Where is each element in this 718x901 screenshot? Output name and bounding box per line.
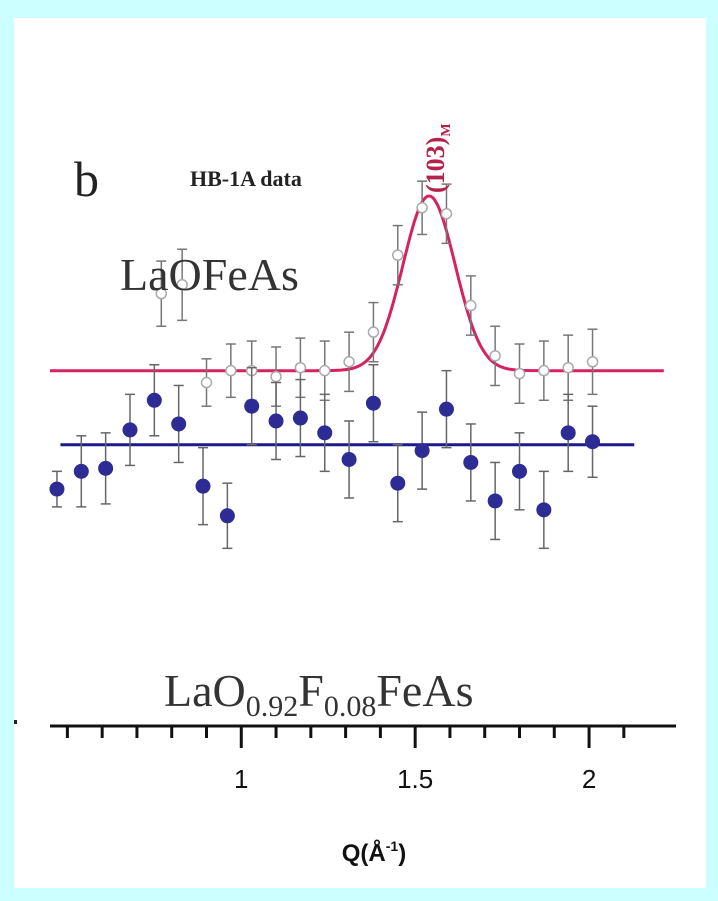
data-point-doped	[98, 432, 114, 505]
data-point-doped	[146, 363, 162, 437]
data-point-doped	[317, 393, 333, 473]
data-point-laofeas	[200, 358, 213, 407]
x-axis: 1 1.5 2	[14, 720, 676, 794]
data-point-laofeas	[440, 183, 453, 245]
x-tick-label: 1.5	[397, 764, 433, 794]
x-axis-label-close: )	[398, 840, 406, 867]
x-tick-label: 2	[582, 764, 596, 794]
data-point-laofeas	[416, 180, 428, 236]
data-point-laofeas	[513, 343, 526, 404]
figure-frame: 1 1.5 2 b HB-1A data (103)M LaOFeAs LaO0.9…	[14, 18, 706, 888]
doped-label-sub1: 0.92	[246, 690, 299, 723]
fit-lines	[50, 194, 664, 447]
data-point-laofeas	[465, 275, 477, 336]
data-point-laofeas	[343, 331, 355, 393]
data-point-doped	[414, 411, 430, 490]
peak-label: (103)M	[421, 123, 454, 193]
dataset-label: HB-1A data	[190, 166, 302, 191]
series-label-doped: LaO0.92F0.08FeAs	[164, 665, 473, 723]
data-point-doped	[292, 378, 308, 458]
doped-label-sub2: 0.08	[324, 690, 377, 723]
data-point-doped	[244, 366, 260, 446]
data-point-doped	[438, 369, 454, 449]
data-point-doped	[195, 446, 211, 526]
x-axis-label-sup: -1	[386, 838, 399, 854]
x-axis-label: Q(Å-1)	[342, 838, 406, 867]
data-point-doped	[390, 443, 406, 523]
x-tick-label: 1	[234, 764, 248, 794]
svg-text:(103)M: (103)M	[421, 123, 454, 193]
data-point-doped	[122, 393, 138, 467]
data-point-laofeas	[489, 325, 501, 387]
axis-left-dot	[14, 720, 17, 724]
peak-label-subscript: M	[439, 123, 454, 136]
neutron-diffraction-chart: 1 1.5 2 b HB-1A data (103)M LaOFeAs LaO0.9…	[14, 123, 676, 867]
data-point-laofeas	[318, 340, 331, 402]
data-point-laofeas	[176, 248, 188, 322]
data-point-doped	[536, 470, 552, 550]
data-point-doped	[365, 363, 381, 443]
data-point-doped	[585, 405, 601, 479]
data-point-laofeas	[586, 328, 599, 396]
data-point-laofeas	[367, 301, 380, 363]
doped-label-part2: F	[298, 665, 324, 716]
series-label-laofeas: LaOFeAs	[120, 249, 299, 300]
doped-label-part1: LaO	[164, 665, 246, 716]
data-point-laofeas	[392, 224, 404, 286]
data-point-doped	[560, 393, 576, 473]
data-point-doped	[463, 423, 479, 502]
data-point-doped	[219, 482, 235, 550]
data-point-doped	[512, 432, 527, 511]
data-point-laofeas	[538, 340, 550, 402]
data-point-doped	[487, 461, 503, 541]
data-point-doped	[341, 420, 357, 499]
x-axis-label-main: Q(Å	[342, 839, 386, 867]
data-point-laofeas	[562, 334, 574, 402]
data-point-doped	[73, 435, 89, 508]
data-points	[49, 180, 601, 550]
panel-label: b	[74, 151, 99, 207]
data-point-laofeas	[155, 260, 168, 327]
doped-label-part3: FeAs	[376, 665, 473, 716]
fit-line-laofeas	[50, 194, 664, 373]
data-point-doped	[171, 384, 187, 464]
data-point-doped	[49, 470, 65, 508]
data-point-laofeas	[225, 343, 237, 399]
data-point-doped	[268, 381, 284, 461]
peak-label-main: (103)	[421, 137, 450, 193]
